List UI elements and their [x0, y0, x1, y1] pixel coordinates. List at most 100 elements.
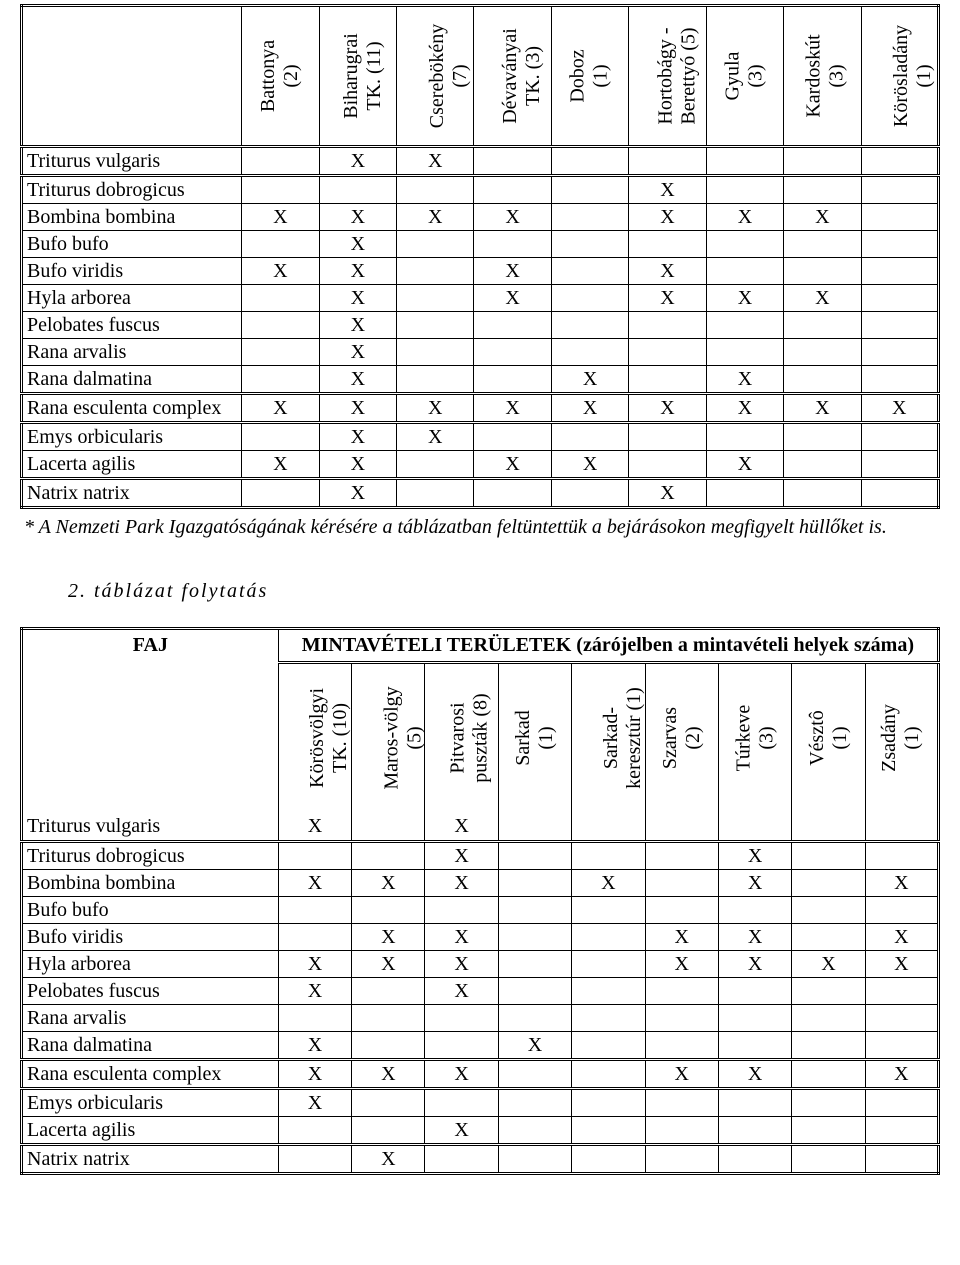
presence-cell: [645, 1032, 718, 1060]
presence-cell: [551, 147, 628, 176]
presence-cell: [474, 312, 551, 339]
presence-cell: [498, 951, 571, 978]
presence-cell: [425, 897, 498, 924]
presence-cell: [784, 479, 861, 508]
species-name: Lacerta agilis: [22, 1117, 279, 1145]
sampling-areas-caption: MINTAVÉTELI TERÜLETEK (zárójelben a mint…: [278, 629, 938, 663]
species-name: Triturus dobrogicus: [22, 176, 242, 204]
presence-cell: X: [397, 204, 474, 231]
species-name: Rana esculenta complex: [22, 1060, 279, 1089]
presence-cell: [242, 366, 319, 394]
presence-cell: [792, 1005, 865, 1032]
presence-cell: [784, 339, 861, 366]
presence-cell: [861, 479, 938, 508]
presence-cell: [278, 1145, 351, 1174]
col-header: Sarkad- keresztúr (1): [572, 663, 645, 813]
presence-cell: [352, 1089, 425, 1117]
presence-cell: [498, 897, 571, 924]
presence-cell: X: [425, 812, 498, 842]
presence-cell: X: [865, 924, 938, 951]
presence-cell: [706, 312, 783, 339]
presence-cell: [645, 870, 718, 897]
presence-cell: [718, 812, 791, 842]
presence-cell: X: [865, 870, 938, 897]
presence-cell: [474, 176, 551, 204]
presence-cell: [865, 1145, 938, 1174]
presence-cell: [865, 842, 938, 870]
col-header: Szarvas (2): [645, 663, 718, 813]
presence-cell: [397, 312, 474, 339]
presence-cell: [551, 479, 628, 508]
presence-cell: X: [242, 204, 319, 231]
presence-cell: X: [242, 258, 319, 285]
presence-cell: X: [278, 1060, 351, 1089]
presence-cell: [784, 258, 861, 285]
presence-cell: [629, 147, 706, 176]
col-header: Cserebökény (7): [397, 6, 474, 147]
presence-cell: [572, 812, 645, 842]
presence-cell: [498, 1060, 571, 1089]
species-name: Bufo bufo: [22, 897, 279, 924]
col-header: Sarkad (1): [498, 663, 571, 813]
presence-cell: X: [629, 394, 706, 423]
presence-cell: [425, 1089, 498, 1117]
presence-cell: [718, 1117, 791, 1145]
presence-cell: [498, 978, 571, 1005]
presence-cell: [242, 312, 319, 339]
presence-cell: [352, 842, 425, 870]
presence-cell: [718, 1032, 791, 1060]
col-header: Vésztô (1): [792, 663, 865, 813]
presence-cell: [792, 1060, 865, 1089]
presence-cell: [784, 231, 861, 258]
presence-cell: [572, 897, 645, 924]
presence-cell: X: [706, 204, 783, 231]
presence-cell: [498, 1145, 571, 1174]
presence-cell: [645, 1117, 718, 1145]
presence-cell: [498, 870, 571, 897]
presence-cell: [572, 1117, 645, 1145]
presence-cell: [319, 176, 396, 204]
presence-cell: [861, 204, 938, 231]
presence-cell: X: [278, 1089, 351, 1117]
presence-cell: X: [474, 258, 551, 285]
species-table-2: FAJMINTAVÉTELI TERÜLETEK (zárójelben a m…: [20, 627, 940, 1175]
presence-cell: [784, 312, 861, 339]
presence-cell: [498, 1117, 571, 1145]
presence-cell: X: [319, 423, 396, 451]
presence-cell: [572, 1060, 645, 1089]
presence-cell: X: [706, 394, 783, 423]
presence-cell: [784, 176, 861, 204]
col-header: Battonya (2): [242, 6, 319, 147]
presence-cell: [352, 978, 425, 1005]
presence-cell: [572, 978, 645, 1005]
presence-cell: [474, 231, 551, 258]
species-name: Hyla arborea: [22, 951, 279, 978]
presence-cell: X: [319, 394, 396, 423]
presence-cell: X: [397, 147, 474, 176]
presence-cell: [629, 231, 706, 258]
presence-cell: [551, 176, 628, 204]
presence-cell: X: [718, 924, 791, 951]
presence-cell: [706, 147, 783, 176]
presence-cell: X: [865, 951, 938, 978]
presence-cell: X: [629, 479, 706, 508]
presence-cell: [792, 812, 865, 842]
presence-cell: [861, 339, 938, 366]
presence-cell: X: [319, 339, 396, 366]
presence-cell: [792, 870, 865, 897]
species-table-1: Battonya (2)Biharugrai TK. (11)Csereböké…: [20, 4, 940, 509]
presence-cell: [352, 1005, 425, 1032]
presence-cell: [706, 423, 783, 451]
presence-cell: X: [629, 176, 706, 204]
presence-cell: [861, 366, 938, 394]
species-name: Bombina bombina: [22, 870, 279, 897]
presence-cell: [242, 339, 319, 366]
presence-cell: X: [861, 394, 938, 423]
presence-cell: [242, 231, 319, 258]
species-name: Triturus vulgaris: [22, 147, 242, 176]
presence-cell: X: [352, 951, 425, 978]
species-name: Emys orbicularis: [22, 1089, 279, 1117]
presence-cell: [792, 924, 865, 951]
presence-cell: X: [629, 204, 706, 231]
presence-cell: [572, 842, 645, 870]
